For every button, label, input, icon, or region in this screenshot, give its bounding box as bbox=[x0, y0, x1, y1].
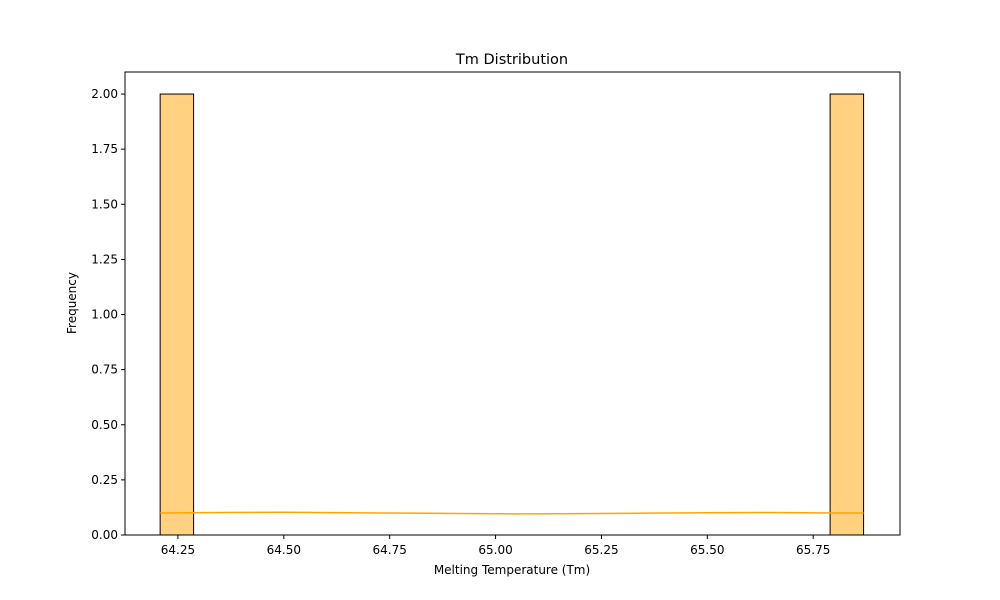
x-tick-label: 65.75 bbox=[796, 543, 830, 557]
y-tick-label: 1.00 bbox=[91, 308, 118, 322]
x-axis-label: Melting Temperature (Tm) bbox=[434, 563, 590, 577]
y-tick-label: 0.00 bbox=[91, 528, 118, 542]
histogram-bar-1 bbox=[159, 93, 195, 536]
y-tick-label: 1.75 bbox=[91, 142, 118, 156]
x-tick-label: 65.00 bbox=[478, 543, 512, 557]
x-tick-label: 65.25 bbox=[584, 543, 618, 557]
kde-line bbox=[160, 511, 864, 515]
chart-title: Tm Distribution bbox=[455, 52, 568, 68]
x-tick-label: 65.50 bbox=[690, 543, 724, 557]
y-tick-label: 0.75 bbox=[91, 363, 118, 377]
x-axis-ticks: 64.25 64.50 64.75 65.00 65.25 65.50 65.75 bbox=[161, 535, 830, 557]
y-tick-label: 0.25 bbox=[91, 473, 118, 487]
x-tick-label: 64.25 bbox=[161, 543, 195, 557]
plot-frame bbox=[124, 71, 901, 536]
y-tick-label: 0.50 bbox=[91, 418, 118, 432]
y-tick-label: 1.50 bbox=[91, 197, 118, 211]
y-axis-ticks: 0.00 0.25 0.50 0.75 1.00 1.25 1.50 1.75 2.00 bbox=[91, 87, 125, 542]
x-tick-label: 64.50 bbox=[267, 543, 301, 557]
histogram-bar-2 bbox=[829, 93, 865, 536]
histogram-bars bbox=[159, 93, 865, 536]
y-axis-label: Frequency bbox=[65, 272, 79, 334]
y-tick-label: 2.00 bbox=[91, 87, 118, 101]
y-tick-label: 1.25 bbox=[91, 252, 118, 266]
x-tick-label: 64.75 bbox=[373, 543, 407, 557]
kde-curve-group bbox=[160, 511, 864, 515]
